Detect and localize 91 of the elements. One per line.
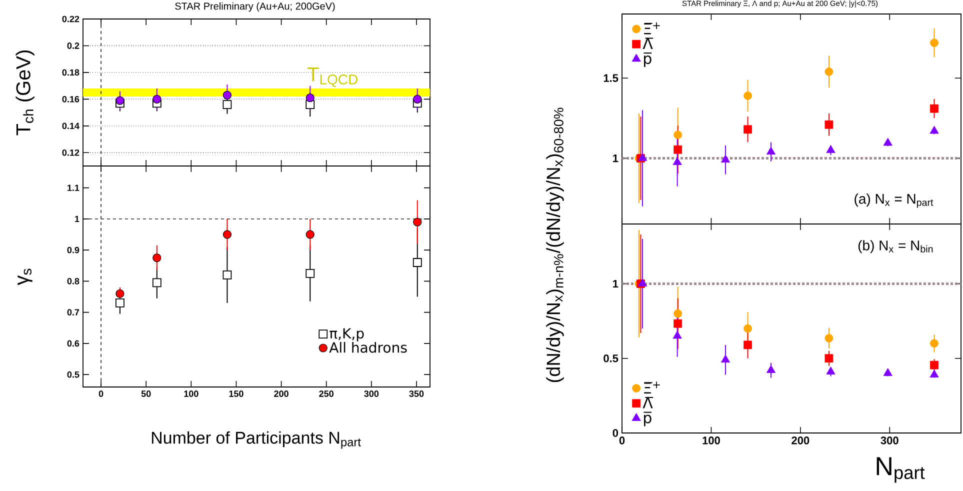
x-tick-label: 50 (141, 390, 151, 397)
legend-label: Ξ̅$^{+}$ (644, 382, 660, 394)
legend-label: Λ̅ (642, 396, 654, 408)
legend-label: Ξ̅$^{+}$ (644, 22, 660, 34)
point (826, 366, 836, 374)
point (930, 38, 938, 48)
point (930, 370, 939, 378)
y-tick-label: 0.16 (62, 96, 80, 102)
point (306, 94, 314, 102)
point (672, 330, 682, 339)
x-tick-label: 200 (792, 436, 810, 444)
y-tick-label: 0 (612, 429, 618, 437)
point (116, 298, 124, 308)
x-tick-label: 350 (409, 390, 424, 397)
point (222, 230, 232, 239)
legend-label: p̅ (644, 412, 652, 426)
x-axis-title: Number of Participants N$_{part}$ (152, 431, 361, 449)
point (672, 157, 682, 165)
legend-label: Λ̅ (642, 38, 654, 50)
point (883, 368, 892, 376)
point (744, 340, 752, 350)
y-tick-label: 0.5 (604, 354, 618, 362)
y-tick-label: 1.5 (604, 74, 618, 82)
point (824, 334, 834, 342)
point (930, 339, 938, 348)
y-tick-label: 0.7 (67, 309, 80, 316)
y-tick-label: 1 (75, 216, 80, 222)
annotation: (b) N$_{x}$ = N$_{bin}$ (858, 240, 933, 254)
point (720, 154, 730, 163)
y-tick-label: 0.9 (67, 246, 80, 254)
legend-label: All hadrons (329, 342, 407, 353)
point (674, 145, 682, 154)
x-tick-label: 100 (184, 390, 198, 397)
y-tick-label: 0.5 (67, 371, 80, 378)
x-tick-label: 100 (702, 436, 720, 444)
point (222, 270, 232, 280)
point (824, 120, 834, 129)
point (824, 354, 834, 363)
y-tick-label: 0.18 (62, 69, 80, 76)
y-tick-label: 0.12 (62, 149, 80, 156)
legend-label: p̅ (644, 52, 652, 67)
point (674, 130, 682, 140)
y-tick-label: 0.6 (67, 340, 80, 347)
point (412, 258, 422, 267)
point (930, 360, 938, 370)
y-axis-title: γ$_{s}$ (18, 268, 32, 286)
y-tick-label: 0.8 (67, 278, 80, 284)
annotation: (a) N$_{x}$ = N$_{part}$ (854, 194, 934, 208)
y-tick-label: 0.2 (67, 42, 80, 49)
y-tick-label: 1.1 (68, 184, 80, 191)
point (883, 138, 892, 146)
x-tick-label: 250 (319, 390, 334, 397)
y-tick-label: 1 (613, 280, 618, 288)
y-tick-label: 0.22 (62, 16, 80, 22)
point (638, 278, 648, 286)
chart-title: STAR Preliminary (Au+Au; 200GeV) (175, 2, 335, 12)
x-tick-label: 150 (229, 390, 244, 397)
point (116, 289, 124, 298)
point (720, 354, 730, 363)
point (306, 230, 314, 239)
point (744, 125, 752, 134)
x-axis-title: N$_{part}$ (876, 457, 925, 483)
point (766, 365, 776, 374)
point (744, 324, 752, 333)
point (674, 309, 682, 318)
y-tick-label: 0.14 (62, 122, 80, 130)
point (222, 90, 232, 100)
y-axis-title: T$_{ch}$ (GeV) (16, 50, 34, 136)
point (152, 254, 162, 262)
point (674, 319, 682, 328)
y-tick-label: 1 (613, 154, 618, 162)
band-label: T$_{LQCD}$ (307, 67, 358, 87)
point (826, 145, 836, 153)
x-tick-label: 0 (619, 436, 625, 444)
point (152, 94, 162, 104)
x-tick-label: 300 (364, 390, 379, 397)
point (152, 278, 162, 288)
legend-label: π,K,p (330, 328, 364, 342)
point (930, 126, 939, 134)
point (413, 218, 422, 226)
point (306, 268, 315, 278)
point (638, 153, 648, 161)
point (222, 100, 232, 109)
x-tick-label: 300 (880, 436, 898, 444)
point (930, 104, 938, 113)
x-tick-label: 200 (274, 390, 288, 397)
x-tick-label: 0 (98, 390, 104, 397)
point (766, 146, 776, 155)
y-axis-title: (dN/dy)/N$_{x}$)$_{m-n%}$/(dN/dy)/N$_{x}$)$_{60-80%}$ (546, 108, 564, 382)
point (744, 92, 752, 100)
point (824, 68, 834, 76)
